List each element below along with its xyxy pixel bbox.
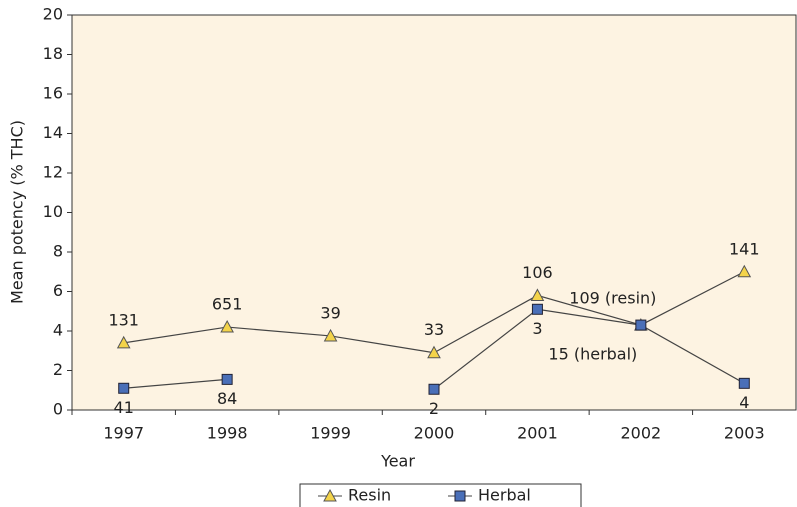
data-label: 3 [532, 319, 542, 338]
y-tick-label: 16 [43, 84, 63, 103]
point [428, 383, 440, 395]
series-line [123, 308, 745, 390]
legend-marker [454, 490, 466, 502]
y-tick-label: 4 [53, 321, 63, 340]
point [118, 382, 130, 394]
data-label: 106 [522, 263, 553, 282]
data-label: 41 [114, 398, 134, 417]
y-tick-label: 6 [53, 281, 63, 300]
x-axis-label: Year [380, 452, 415, 471]
data-label: 39 [320, 303, 340, 322]
data-label: 141 [729, 239, 760, 258]
x-tick-label: 1997 [103, 424, 144, 443]
point [221, 373, 233, 385]
y-tick-label: 2 [53, 360, 63, 379]
point [323, 328, 338, 342]
x-tick-label: 1999 [310, 424, 351, 443]
data-label: 15 (herbal) [548, 345, 637, 364]
point [737, 264, 752, 278]
point [531, 303, 543, 315]
point [530, 288, 545, 301]
y-tick-label: 0 [53, 400, 63, 419]
point [738, 377, 750, 389]
data-label: 4 [739, 393, 749, 412]
y-tick-label: 10 [43, 202, 63, 221]
data-label: 33 [424, 320, 444, 339]
legend-label: Resin [348, 486, 391, 505]
y-tick-label: 18 [43, 44, 63, 63]
x-tick-label: 2003 [724, 424, 765, 443]
legend-label: Herbal [478, 486, 531, 505]
x-tick-label: 1998 [207, 424, 248, 443]
y-tick-label: 12 [43, 163, 63, 182]
y-tick-label: 20 [43, 5, 63, 24]
y-axis-label: Mean potency (% THC) [8, 120, 27, 304]
data-label: 131 [108, 310, 139, 329]
point [635, 319, 647, 331]
data-label: 109 (resin) [569, 289, 656, 308]
legend-marker [323, 488, 337, 502]
point [116, 335, 131, 349]
data-label: 2 [429, 399, 439, 418]
data-label: 84 [217, 389, 237, 408]
point [427, 345, 441, 359]
x-tick-label: 2002 [620, 424, 661, 443]
data-label: 651 [212, 295, 243, 314]
point [220, 320, 234, 333]
x-tick-label: 2000 [414, 424, 455, 443]
legend-box [299, 483, 582, 507]
y-tick-label: 8 [53, 242, 63, 261]
y-tick-label: 14 [43, 123, 63, 142]
x-tick-label: 2001 [517, 424, 558, 443]
